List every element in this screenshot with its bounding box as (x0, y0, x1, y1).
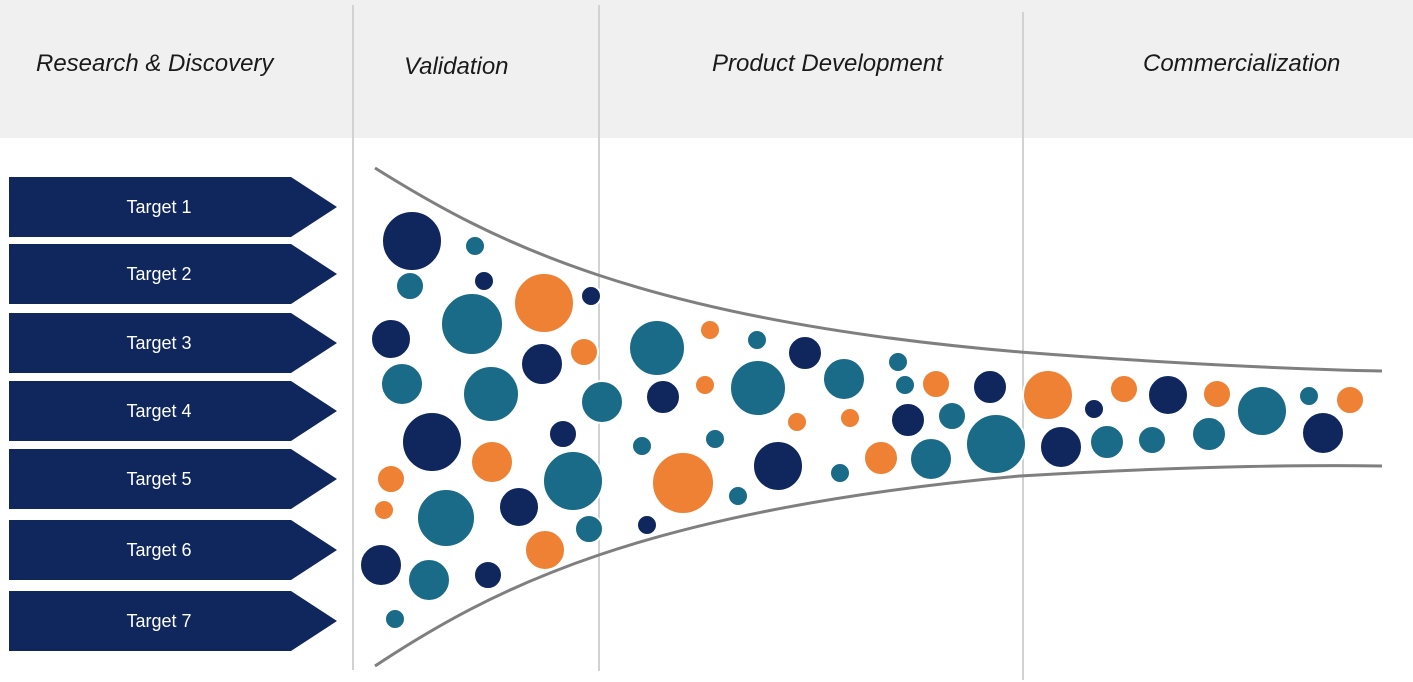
bubble-teal (580, 380, 624, 424)
bubble-teal (1236, 385, 1288, 437)
bubble-navy (1039, 425, 1083, 469)
bubble-teal (965, 413, 1027, 475)
bubble-orange (651, 451, 715, 515)
bubble-navy (890, 402, 926, 438)
bubble-teal (416, 488, 476, 548)
bubble-navy (473, 270, 495, 292)
bubble-teal (395, 271, 425, 301)
bubble-navy (548, 419, 578, 449)
bubble-teal (887, 351, 909, 373)
bubble-navy (359, 543, 403, 587)
bubble-teal (631, 435, 653, 457)
bubble-navy (401, 411, 463, 473)
bubble-navy (370, 318, 412, 360)
target-2-label: Target 2 (126, 264, 192, 284)
funnel-bubbles (359, 210, 1365, 630)
bubble-teal (384, 608, 406, 630)
bubble-orange (699, 319, 721, 341)
bubble-navy (473, 560, 503, 590)
target-5-arrow: Target 5 (9, 449, 337, 509)
funnel-top-curve (374, 166, 1383, 373)
target-3-arrow: Target 3 (9, 313, 337, 373)
bubble-teal (829, 462, 851, 484)
bubble-navy (645, 379, 681, 415)
bubble-navy (972, 369, 1008, 405)
bubble-navy (636, 514, 658, 536)
bubble-navy (1301, 411, 1345, 455)
bubble-navy (787, 335, 823, 371)
stage-divider-2 (598, 5, 600, 671)
target-1-arrow: Target 1 (9, 177, 337, 237)
bubble-teal (729, 359, 787, 417)
bubble-teal (380, 362, 424, 406)
bubble-teal (1137, 425, 1167, 455)
bubble-teal (462, 365, 520, 423)
stage-divider-1 (352, 5, 354, 670)
bubble-teal (1191, 416, 1227, 452)
target-3-label: Target 3 (126, 333, 192, 353)
bubble-teal (1298, 385, 1320, 407)
bubble-orange (839, 407, 861, 429)
bubble-teal (704, 428, 726, 450)
target-7-label: Target 7 (126, 611, 192, 631)
bubble-orange (786, 411, 808, 433)
bubble-navy (498, 486, 540, 528)
bubble-teal (727, 485, 749, 507)
bubble-teal (574, 514, 604, 544)
bubble-teal (542, 450, 604, 512)
bubble-orange (569, 337, 599, 367)
target-7-arrow: Target 7 (9, 591, 337, 651)
bubble-teal (1089, 424, 1125, 460)
bubble-orange (376, 464, 406, 494)
bubble-navy (752, 440, 804, 492)
target-4-label: Target 4 (126, 401, 192, 421)
bubble-teal (937, 401, 967, 431)
stage-title-commercialization: Commercialization (1143, 50, 1341, 77)
bubble-navy (381, 210, 443, 272)
target-4-arrow: Target 4 (9, 381, 337, 441)
bubble-orange (921, 369, 951, 399)
bubble-orange (513, 272, 575, 334)
bubble-orange (863, 440, 899, 476)
bubble-teal (440, 292, 504, 356)
bubble-orange (524, 529, 566, 571)
bubble-orange (1335, 385, 1365, 415)
bubble-navy (1083, 398, 1105, 420)
header-band (0, 0, 1413, 138)
bubble-navy (520, 342, 564, 386)
funnel-bottom-curve (374, 464, 1383, 668)
bubble-navy (1147, 374, 1189, 416)
bubble-orange (1109, 374, 1139, 404)
bubble-orange (694, 374, 716, 396)
target-6-arrow: Target 6 (9, 520, 337, 580)
target-5-label: Target 5 (126, 469, 192, 489)
stage-divider-3 (1022, 12, 1024, 680)
bubble-orange (1022, 369, 1074, 421)
bubble-teal (894, 374, 916, 396)
bubble-teal (909, 437, 953, 481)
stage-title-validation: Validation (404, 53, 509, 80)
bubble-orange (1202, 379, 1232, 409)
stage-title-product-development: Product Development (712, 50, 943, 77)
target-1-label: Target 1 (126, 197, 192, 217)
bubble-teal (746, 329, 768, 351)
stage-title-research-discovery: Research & Discovery (36, 50, 274, 77)
bubble-teal (407, 558, 451, 602)
bubble-orange (470, 440, 514, 484)
bubble-navy (580, 285, 602, 307)
target-2-arrow: Target 2 (9, 244, 337, 304)
bubble-teal (464, 235, 486, 257)
bubble-orange (373, 499, 395, 521)
bubble-teal (822, 357, 866, 401)
bubble-teal (628, 319, 686, 377)
target-6-label: Target 6 (126, 540, 192, 560)
